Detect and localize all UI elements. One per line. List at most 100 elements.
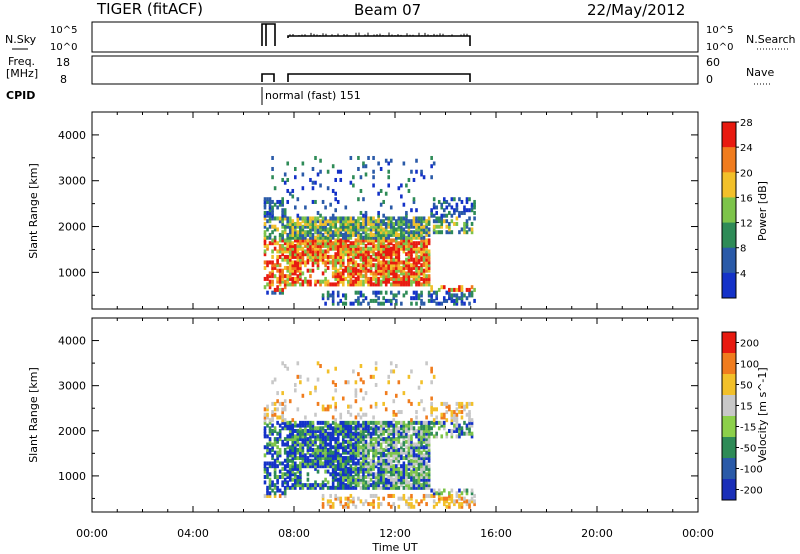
- echo-cell: [329, 453, 332, 458]
- echo-cell: [417, 282, 421, 287]
- echo-cell: [367, 221, 370, 226]
- echo-cell: [377, 263, 380, 268]
- echo-cell: [349, 301, 353, 306]
- echo-cell: [347, 434, 350, 439]
- echo-cell: [458, 423, 461, 428]
- echo-cell: [410, 485, 413, 490]
- echo-cell: [364, 464, 368, 469]
- echo-cell: [458, 210, 461, 215]
- echo-cell: [304, 428, 307, 433]
- echo-cell: [448, 290, 451, 295]
- echo-cell: [395, 232, 398, 237]
- echo-cell: [291, 232, 295, 237]
- echo-cell: [326, 282, 330, 287]
- echo-cell: [427, 249, 431, 254]
- echo-cell: [283, 282, 287, 287]
- echo-cell: [286, 445, 290, 450]
- echo-cell: [336, 445, 340, 450]
- colorbar-swatch: [722, 437, 736, 459]
- echo-cell: [286, 366, 290, 371]
- echo-cell: [458, 213, 461, 218]
- echo-cell: [273, 426, 277, 431]
- echo-cell: [299, 263, 302, 268]
- echo-cell: [395, 426, 398, 431]
- echo-cell: [412, 249, 416, 254]
- echo-cell: [268, 216, 272, 221]
- echo-cell: [412, 466, 416, 471]
- echo-cell: [266, 263, 269, 268]
- echo-cell: [392, 437, 396, 442]
- echo-cell: [425, 265, 428, 270]
- echo-cell: [352, 301, 355, 306]
- echo-cell: [364, 428, 368, 433]
- echo-cell: [470, 431, 474, 436]
- echo-cell: [344, 249, 348, 254]
- echo-cell: [374, 298, 378, 303]
- echo-cell: [301, 246, 305, 251]
- echo-cell: [336, 290, 340, 295]
- echo-cell: [417, 235, 421, 240]
- echo-cell: [344, 293, 348, 298]
- echo-cell: [311, 199, 315, 204]
- echo-cell: [349, 431, 353, 436]
- echo-cell: [364, 483, 368, 488]
- echo-cell: [291, 453, 295, 458]
- echo-cell: [392, 445, 396, 450]
- echo-cell: [281, 475, 284, 480]
- echo-cell: [324, 263, 327, 268]
- echo-cell: [387, 246, 391, 251]
- echo-cell: [334, 418, 337, 423]
- echo-cell: [306, 428, 310, 433]
- echo-cell: [420, 254, 423, 259]
- echo-cell: [359, 210, 363, 215]
- echo-cell: [311, 420, 315, 425]
- echo-cell: [400, 453, 403, 458]
- echo-cell: [309, 391, 312, 396]
- echo-cell: [291, 263, 295, 268]
- x-tick-label: 20:00: [581, 527, 613, 540]
- echo-cell: [273, 265, 277, 270]
- echo-cell: [341, 246, 345, 251]
- echo-cell: [306, 431, 310, 436]
- echo-cell: [422, 485, 426, 490]
- echo-cell: [463, 499, 466, 504]
- echo-cell: [379, 461, 383, 466]
- echo-cell: [359, 265, 363, 270]
- echo-cell: [427, 221, 431, 226]
- echo-cell: [336, 450, 340, 455]
- echo-cell: [291, 279, 295, 284]
- echo-cell: [349, 426, 353, 431]
- echo-cell: [407, 257, 411, 262]
- echo-cell: [263, 466, 267, 471]
- echo-cell: [278, 493, 282, 498]
- nsearch-tick-bottom: 10^0: [706, 42, 733, 53]
- echo-cell: [296, 469, 300, 474]
- echo-cell: [422, 235, 426, 240]
- echo-cell: [299, 252, 302, 257]
- echo-cell: [294, 227, 297, 232]
- echo-cell: [405, 483, 408, 488]
- echo-cell: [354, 464, 358, 469]
- echo-cell: [384, 391, 388, 396]
- echo-cell: [309, 227, 312, 232]
- echo-cell: [369, 232, 373, 237]
- echo-cell: [417, 458, 421, 463]
- echo-cell: [422, 260, 426, 265]
- echo-cell: [294, 268, 297, 273]
- echo-cell: [336, 480, 340, 485]
- echo-cell: [389, 252, 393, 257]
- echo-cell: [455, 412, 459, 417]
- echo-cell: [362, 293, 365, 298]
- echo-cell: [347, 477, 350, 482]
- echo-cell: [288, 268, 292, 273]
- colorbar-tick-label: -100: [740, 465, 763, 476]
- echo-cell: [362, 219, 365, 224]
- echo-cell: [336, 268, 340, 273]
- echo-cell: [319, 426, 322, 431]
- echo-cell: [326, 458, 330, 463]
- echo-cell: [326, 437, 330, 442]
- echo-cell: [379, 475, 383, 480]
- echo-cell: [344, 426, 348, 431]
- echo-cell: [359, 282, 363, 287]
- echo-cell: [268, 235, 272, 240]
